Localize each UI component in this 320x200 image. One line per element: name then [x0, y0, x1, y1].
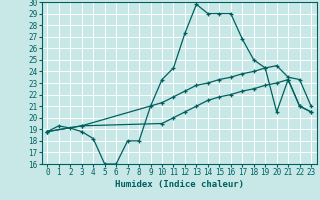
X-axis label: Humidex (Indice chaleur): Humidex (Indice chaleur): [115, 180, 244, 189]
